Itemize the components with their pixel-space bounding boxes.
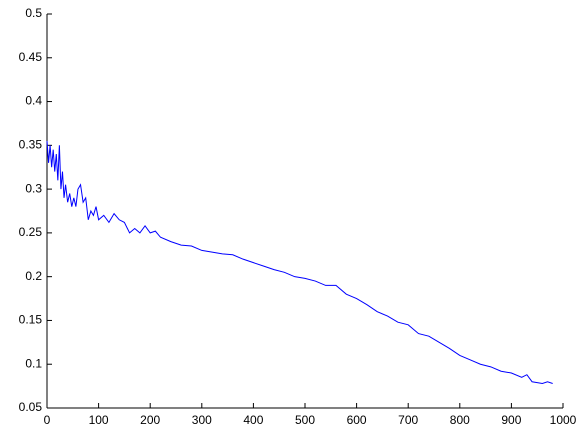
data-line (46, 140, 553, 384)
x-tick-label: 500 (295, 413, 315, 427)
y-tick-label: 0.2 (25, 269, 42, 283)
x-tick-label: 800 (450, 413, 470, 427)
y-tick-label: 0.05 (19, 400, 43, 414)
x-tick-label: 300 (192, 413, 212, 427)
x-tick-label: 700 (398, 413, 418, 427)
y-tick-label: 0.25 (19, 225, 43, 239)
x-tick-label: 400 (243, 413, 263, 427)
x-tick-label: 1000 (550, 413, 576, 427)
y-tick-label: 0.3 (25, 181, 42, 195)
x-tick-label: 100 (89, 413, 109, 427)
y-tick-label: 0.4 (25, 94, 42, 108)
x-tick-label: 600 (347, 413, 367, 427)
x-tick-label: 0 (44, 413, 51, 427)
y-tick-label: 0.5 (25, 6, 42, 20)
y-tick-label: 0.15 (19, 313, 43, 327)
y-tick-label: 0.35 (19, 138, 43, 152)
y-tick-label: 0.1 (25, 356, 42, 370)
x-tick-label: 900 (501, 413, 521, 427)
x-tick-label: 200 (140, 413, 160, 427)
y-tick-label: 0.45 (19, 50, 43, 64)
